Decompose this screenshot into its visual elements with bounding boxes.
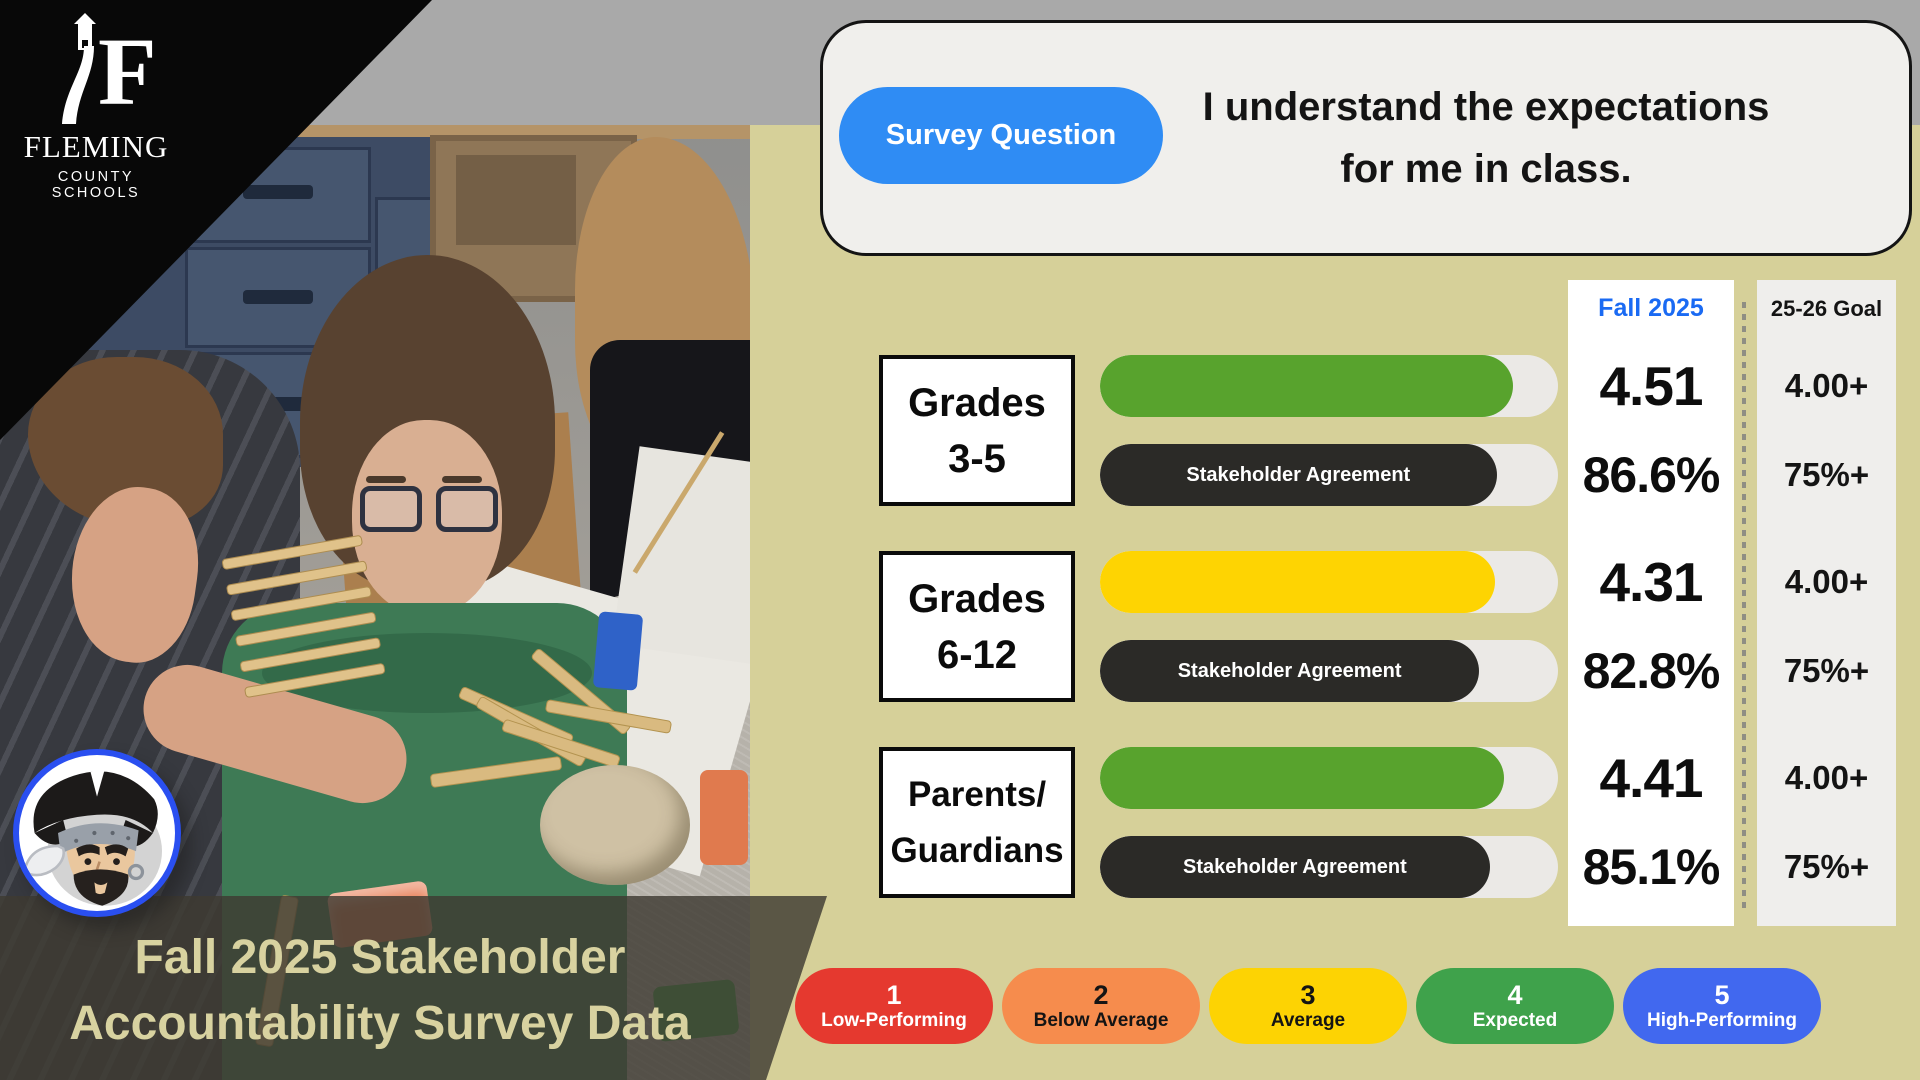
group-label-line1: Parents/ (907, 774, 1047, 814)
score-goal-value: 4.00+ (1784, 759, 1869, 796)
fall-2025-column-header: Fall 2025 (1598, 294, 1704, 322)
goal-column-header: 25-26 Goal (1770, 296, 1883, 321)
group-label-line1: Grades (908, 380, 1046, 425)
dotted-separator (1742, 302, 1746, 914)
score-goal-value: 4.00+ (1784, 367, 1869, 404)
score-bar-fill (1100, 551, 1495, 613)
district-subname: COUNTY SCHOOLS (51, 169, 141, 201)
slide-title: Fall 2025 Stakeholder Accountability Sur… (0, 926, 760, 1056)
agreement-goal-value: 75%+ (1783, 456, 1870, 493)
photo-clay-ball (540, 765, 690, 885)
legend-pill-2: 2 Below Average (1002, 968, 1200, 1044)
photo-student-center-face (352, 420, 502, 615)
question-line-2: for me in class. (1340, 147, 1632, 191)
pirate-mascot-badge (13, 749, 181, 917)
group-label: Parents/ Guardians (879, 747, 1075, 898)
legend-label: Expected (1472, 1009, 1558, 1031)
score-bar-track (1100, 551, 1558, 613)
group-label-line2: 6-12 (936, 632, 1018, 677)
agreement-bar-track: Stakeholder Agreement (1100, 444, 1558, 506)
glasses-lens (436, 486, 498, 532)
legend-label: High-Performing (1647, 1009, 1797, 1031)
question-line-1: I understand the expectations (1202, 85, 1770, 129)
legend-label: Low-Performing (821, 1009, 967, 1031)
group-parents-guardians: Parents/ Guardians Stakeholder Agreement… (0, 747, 1920, 899)
slide-title-line2: Accountability Survey Data (69, 997, 691, 1050)
score-bar-fill (1100, 355, 1514, 417)
eyebrow (366, 476, 406, 483)
survey-question-card: Survey Question I understand the expecta… (820, 20, 1912, 256)
legend-value: 5 (1714, 979, 1730, 1010)
group-label-line2: Guardians (890, 830, 1064, 870)
fall-score-value: 4.41 (1599, 747, 1703, 809)
fall-score-value: 4.51 (1599, 355, 1703, 417)
agreement-bar-fill: Stakeholder Agreement (1100, 836, 1490, 898)
group-label-line1: Grades (908, 576, 1046, 621)
legend-pill-3: 3 Average (1209, 968, 1407, 1044)
score-bar-fill (1100, 747, 1504, 809)
group-label: Grades 6-12 (879, 551, 1075, 702)
fleming-f-lighthouse-icon: F (62, 13, 157, 125)
fall-agreement-value: 85.1% (1582, 839, 1721, 895)
pirate-icon (22, 769, 162, 906)
agreement-bar-track: Stakeholder Agreement (1100, 836, 1558, 898)
survey-question-tag: Survey Question (839, 87, 1163, 184)
score-bar-track (1100, 747, 1558, 809)
survey-question-text: I understand the expectations for me in … (1143, 23, 1829, 253)
group-label-line2: 3-5 (948, 436, 1006, 481)
group-label: Grades 3-5 (879, 355, 1075, 506)
legend-value: 2 (1093, 979, 1109, 1010)
agreement-bar-label: Stakeholder Agreement (1177, 659, 1402, 682)
agreement-bar-label: Stakeholder Agreement (1186, 463, 1411, 486)
fall-2025-column (1568, 280, 1734, 926)
district-name: FLEMING (23, 129, 169, 164)
fall-score-value: 4.31 (1599, 551, 1703, 613)
score-goal-value: 4.00+ (1784, 563, 1869, 600)
survey-question-tag-label: Survey Question (885, 119, 1117, 151)
legend-label: Average (1270, 1009, 1346, 1031)
agreement-bar-track: Stakeholder Agreement (1100, 640, 1558, 702)
fall-agreement-value: 82.8% (1582, 643, 1721, 699)
eyebrow (442, 476, 482, 483)
legend-value: 3 (1300, 979, 1316, 1010)
score-bar-track (1100, 355, 1558, 417)
agreement-bar-label: Stakeholder Agreement (1182, 855, 1407, 878)
group-grades-6-12: Grades 6-12 Stakeholder Agreement 4.31 8… (0, 551, 1920, 703)
district-logo: F FLEMING COUNTY SCHOOLS (18, 12, 174, 201)
legend-label: Below Average (1033, 1009, 1169, 1031)
legend-value: 1 (886, 979, 902, 1010)
fall-agreement-value: 86.6% (1582, 447, 1721, 503)
legend-pill-1: 1 Low-Performing (795, 968, 993, 1044)
agreement-goal-value: 75%+ (1783, 652, 1870, 689)
svg-text:F: F (98, 18, 157, 124)
agreement-bar-fill: Stakeholder Agreement (1100, 444, 1497, 506)
photo-orange-clay (700, 770, 748, 865)
agreement-goal-value: 75%+ (1783, 848, 1870, 885)
agreement-bar-fill: Stakeholder Agreement (1100, 640, 1480, 702)
legend-value: 4 (1507, 979, 1523, 1010)
glasses-lens (360, 486, 422, 532)
legend-pill-5: 5 High-Performing (1623, 968, 1821, 1044)
slide-title-line1: Fall 2025 Stakeholder (134, 931, 626, 984)
group-grades-3-5: Grades 3-5 Stakeholder Agreement 4.51 86… (0, 355, 1920, 507)
legend-pill-4: 4 Expected (1416, 968, 1614, 1044)
goal-column (1757, 280, 1896, 926)
